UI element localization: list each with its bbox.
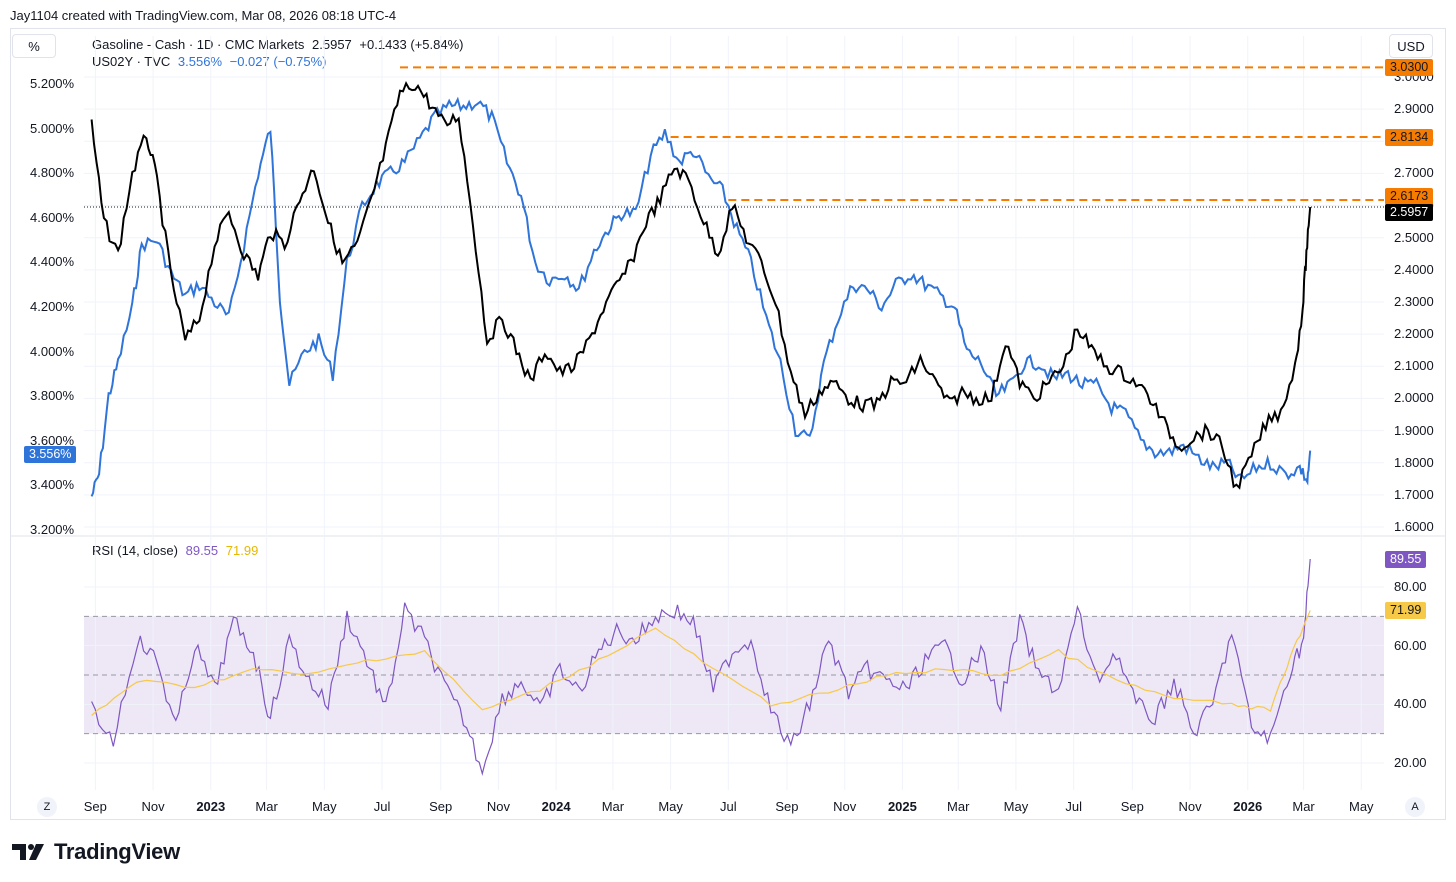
left-axis-tick: 4.600% <box>30 209 75 225</box>
legend-gasoline-name: Gasoline - Cash · 1D · CMC Markets <box>92 37 305 52</box>
x-tick-label: 2026 <box>1233 799 1263 814</box>
brand-name: TradingView <box>54 839 180 864</box>
x-tick-label: Jul <box>373 799 391 814</box>
x-tick-label: May <box>312 799 337 814</box>
right-axis-tick: 1.9000 <box>1394 422 1434 438</box>
level-chip-2.6173: 2.6173 <box>1385 188 1434 205</box>
legend-gasoline-value: 2.5957 <box>312 37 352 52</box>
right-axis-tick: 1.8000 <box>1394 454 1434 470</box>
left-axis-tick: 3.800% <box>30 388 75 404</box>
gasoline-last-price-chip: 2.5957 <box>1385 203 1434 221</box>
legend-rsi-value: 89.55 <box>185 543 219 558</box>
right-unit-button[interactable]: USD <box>1389 34 1433 58</box>
right-axis-tick: 2.1000 <box>1394 358 1434 374</box>
right-axis-tick: 2.0000 <box>1394 390 1434 406</box>
legend-gasoline[interactable]: Gasoline - Cash · 1D · CMC Markets 2.595… <box>92 37 467 52</box>
rsi-axis-tick: 80.00 <box>1394 579 1427 594</box>
x-tick-label: Nov <box>486 799 510 814</box>
right-axis-tick: 2.4000 <box>1394 261 1434 277</box>
x-tick-label: Mar <box>601 799 625 814</box>
legend-us02y-name: US02Y · TVC <box>92 54 171 69</box>
tradingview-logo-icon <box>12 844 44 860</box>
rsi-last-value-chip: 89.55 <box>1385 550 1427 568</box>
x-tick-label: Sep <box>1120 799 1144 814</box>
right-axis-tick: 2.2000 <box>1394 326 1434 342</box>
chart-caption: Jay1104 created with TradingView.com, Ma… <box>10 8 397 23</box>
x-tick-label: May <box>658 799 683 814</box>
left-axis-tick: 4.000% <box>30 343 75 359</box>
left-axis-tick: 3.200% <box>30 522 75 537</box>
legend-rsi[interactable]: RSI (14, close) 89.55 71.99 <box>92 543 262 558</box>
right-axis-tick: 2.7000 <box>1394 165 1434 181</box>
x-tick-label: Sep <box>83 799 107 814</box>
x-tick-label: 2024 <box>541 799 571 814</box>
left-axis-tick: 4.400% <box>30 254 75 270</box>
rsi-ma-line[interactable] <box>91 610 1311 716</box>
left-axis-tick: 5.000% <box>30 120 75 136</box>
x-tick-label: Mar <box>1292 799 1315 814</box>
x-tick-label: Nov <box>833 799 857 814</box>
x-tick-label: 2023 <box>196 799 226 814</box>
right-axis-tick: 1.7000 <box>1394 486 1434 502</box>
x-tick-label: Jul <box>720 799 737 814</box>
left-axis-tick: 4.800% <box>30 165 75 181</box>
rsi-axis-tick: 60.00 <box>1394 637 1427 653</box>
left-axis-tick: 4.200% <box>30 299 75 314</box>
x-tick-label: 2025 <box>887 799 917 814</box>
x-tick-label: Sep <box>429 799 453 814</box>
us02y-last-value-chip: 3.556% <box>24 445 77 463</box>
legend-us02y-change: −0.027 (−0.75%) <box>229 54 327 69</box>
left-axis-tick: 5.200% <box>30 76 75 91</box>
rsi-ma-last-value-chip: 71.99 <box>1385 602 1427 620</box>
rsi-line[interactable] <box>91 558 1311 777</box>
legend-gasoline-change: +0.1433 (+5.84%) <box>359 37 464 52</box>
chart-frame <box>10 28 1446 820</box>
x-tick-label: Sep <box>775 799 799 814</box>
left-unit-button[interactable]: % <box>12 34 56 58</box>
legend-rsi-name: RSI (14, close) <box>92 543 178 558</box>
right-axis-tick: 2.3000 <box>1394 294 1434 309</box>
x-tick-label: Nov <box>1178 799 1202 814</box>
x-tick-label: May <box>1003 799 1029 814</box>
zoom-reset-button[interactable]: Z <box>37 797 57 817</box>
left-axis-tick: 3.400% <box>30 477 75 493</box>
right-axis-tick: 2.9000 <box>1394 101 1434 117</box>
left-axis-tick: 3.600% <box>30 432 75 448</box>
rsi-axis-tick: 40.00 <box>1394 696 1427 712</box>
us02y-line[interactable] <box>90 96 1312 497</box>
x-tick-label: Mar <box>947 799 970 814</box>
auto-scale-button[interactable]: A <box>1405 797 1425 817</box>
level-chip-3.0300: 3.0300 <box>1385 59 1434 77</box>
tradingview-logo[interactable]: TradingView <box>12 839 180 865</box>
x-tick-label: Nov <box>141 799 165 814</box>
level-chip-2.8134: 2.8134 <box>1385 128 1434 146</box>
x-tick-label: Mar <box>255 799 278 814</box>
x-tick-label: Jul <box>1065 799 1082 814</box>
legend-rsi-ma-value: 71.99 <box>225 543 259 558</box>
x-tick-label: May <box>1349 799 1374 814</box>
rsi-axis-tick: 20.00 <box>1394 755 1427 770</box>
right-axis-tick: 2.5000 <box>1394 229 1434 245</box>
right-axis-tick: 1.6000 <box>1394 519 1434 534</box>
gasoline-line[interactable] <box>90 80 1312 490</box>
